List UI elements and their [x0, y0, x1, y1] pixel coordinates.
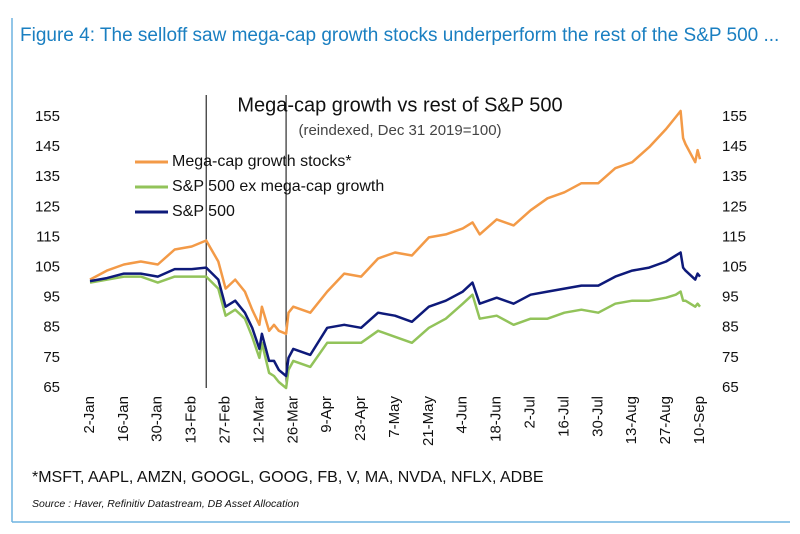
x-tick-label: 27-Aug	[657, 396, 674, 444]
y-tick-label: 105	[35, 259, 60, 276]
series-line	[89, 251, 701, 378]
x-tick-label: 2-Jul	[522, 396, 539, 429]
y2-tick-label: 145	[722, 138, 747, 155]
x-tick-label: 12-Mar	[250, 396, 267, 444]
x-tick-label: 16-Jul	[555, 396, 572, 437]
source: Source : Haver, Refinitiv Datastream, DB…	[32, 498, 299, 510]
y-tick-label: 75	[43, 349, 60, 366]
series-line	[89, 109, 702, 336]
y-tick-label: 85	[43, 319, 60, 336]
x-tick-label: 2-Jan	[81, 396, 98, 434]
y2-tick-label: 115	[722, 228, 746, 245]
y-tick-label: 135	[35, 168, 60, 185]
legend-label: S&P 500 ex mega-cap growth	[172, 178, 384, 195]
y-tick-label: 145	[35, 138, 60, 155]
legend-label: S&P 500	[172, 203, 235, 220]
x-tick-label: 13-Feb	[183, 396, 200, 444]
y2-tick-label: 155	[722, 108, 747, 125]
x-tick-label: 10-Sep	[691, 396, 708, 444]
x-tick-label: 21-May	[420, 396, 437, 447]
y-tick-label: 115	[36, 228, 60, 245]
x-tick-label: 13-Aug	[623, 396, 640, 444]
x-tick-label: 30-Jul	[589, 396, 606, 437]
chart-title: Mega-cap growth vs rest of S&P 500	[237, 94, 562, 116]
y2-tick-label: 65	[722, 379, 739, 396]
x-tick-label: 9-Apr	[318, 396, 335, 433]
x-tick-label: 23-Apr	[352, 396, 369, 441]
x-tick-label: 18-Jun	[488, 396, 505, 442]
legend-label: Mega-cap growth stocks*	[172, 153, 352, 170]
y2-tick-label: 85	[722, 319, 739, 336]
x-tick-label: 7-May	[386, 396, 403, 438]
y2-tick-label: 105	[722, 259, 747, 276]
figure-title: Figure 4: The selloff saw mega-cap growt…	[20, 25, 780, 46]
series-line	[89, 275, 701, 390]
x-tick-label: 16-Jan	[115, 396, 132, 442]
footnote: *MSFT, AAPL, AMZN, GOOGL, GOOG, FB, V, M…	[32, 469, 544, 486]
y-tick-label: 155	[35, 108, 60, 125]
chart-subtitle: (reindexed, Dec 31 2019=100)	[298, 122, 501, 139]
y-tick-label: 125	[35, 198, 60, 215]
y2-tick-label: 95	[722, 289, 739, 306]
y2-tick-label: 135	[722, 168, 747, 185]
y-tick-label: 95	[43, 289, 60, 306]
y-tick-label: 65	[43, 379, 60, 396]
x-tick-label: 27-Feb	[217, 396, 234, 444]
y2-tick-label: 125	[722, 198, 747, 215]
x-tick-label: 30-Jan	[149, 396, 166, 442]
y2-tick-label: 75	[722, 349, 739, 366]
x-tick-label: 26-Mar	[284, 396, 301, 444]
x-tick-label: 4-Jun	[454, 396, 471, 434]
